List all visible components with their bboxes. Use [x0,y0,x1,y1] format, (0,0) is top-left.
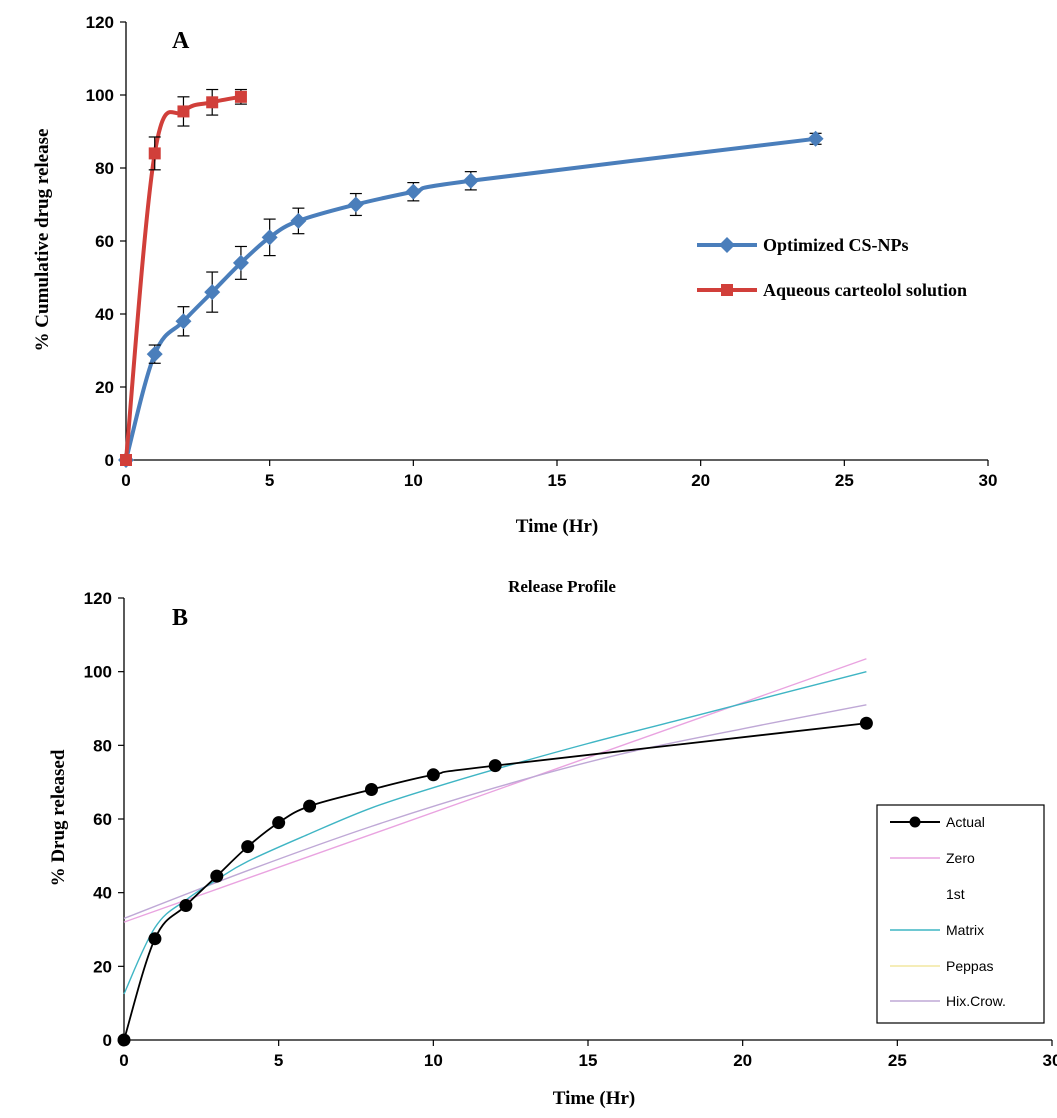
chart-a-y-tick-label: 0 [105,451,114,470]
chart-b-point [272,816,286,830]
chart-b-point [241,840,255,854]
chart-b-series-line-1 [123,658,867,923]
chart-a-point [290,212,307,229]
legend-b-marker-0 [909,816,921,828]
chart-b-point [148,932,162,946]
chart-b-point [117,1033,131,1047]
chart-b-series-line-5 [123,704,867,920]
chart-b-xlabel: Time (Hr) [553,1088,636,1109]
chart-a-xlabel: Time (Hr) [516,516,599,537]
chart-b-ylabel: % Drug released [48,749,69,886]
chart-b-y-tick-label: 60 [93,810,112,829]
chart-a-y-tick-label: 100 [86,86,114,105]
chart-a-y-tick-label: 40 [95,305,114,324]
chart-a-axes: 0 5 10 15 20 25 30 0 20 40 60 80 100 120 [86,13,998,490]
legend-b-label-0: Actual [946,814,985,830]
chart-b-series [117,658,873,1047]
chart-b-x-tick-label: 15 [579,1051,598,1070]
chart-a-point [206,96,219,109]
chart-b-x-tick-label: 5 [274,1051,283,1070]
chart-a-point [148,147,161,160]
legend-b-label-2: 1st [946,886,965,902]
chart-b-point [364,783,378,797]
legend-b-label-1: Zero [946,850,975,866]
chart-a-point [261,229,278,246]
chart-b-x-tick-label: 10 [424,1051,443,1070]
chart-a-legend: Optimized CS-NPs Aqueous carteolol solut… [697,235,967,300]
chart-a-point [232,254,249,271]
chart-b-y-tick-label: 40 [93,884,112,903]
chart-b-title: Release Profile [508,577,616,596]
chart-a-point [120,454,132,466]
legend-a-marker-0 [719,237,735,253]
chart-b-y-tick-label: 20 [93,957,112,976]
legend-a-label-1: Aqueous carteolol solution [763,280,967,300]
chart-b-x-tick-label: 30 [1043,1051,1057,1070]
chart-b-axes: 0 5 10 15 20 25 30 0 20 40 60 80 100 120 [84,589,1057,1070]
chart-b-point [859,716,873,730]
chart-b-series-line-3 [123,670,867,995]
legend-a-marker-1 [721,284,733,296]
chart-a-point [146,346,163,363]
chart-a-point [807,130,824,147]
chart-a-x-tick-label: 25 [835,471,854,490]
chart-b-x-tick-label: 25 [888,1051,907,1070]
chart-b-y-tick-label: 0 [103,1031,112,1050]
chart-b-point [426,768,440,782]
panel-b-label: B [172,605,188,631]
chart-b-x-tick-label: 20 [733,1051,752,1070]
chart-b-series-line-0 [123,722,867,1041]
legend-a-label-0: Optimized CS-NPs [763,235,909,255]
chart-a-point [175,313,192,330]
panel-a-label: A [172,28,190,54]
chart-b-x-tick-label: 0 [119,1051,128,1070]
chart-a-x-tick-label: 5 [265,471,274,490]
chart-a-ylabel: % Cumulative drug release [32,129,53,352]
chart-b-y-tick-label: 80 [93,736,112,755]
chart-a-y-tick-label: 20 [95,378,114,397]
chart-b-point [210,869,224,883]
chart-b-y-tick-label: 120 [84,589,112,608]
chart-a-x-tick-label: 10 [404,471,423,490]
chart-a-point [347,196,364,213]
chart-b: B Release Profile 0 5 10 15 20 25 30 0 20 40 60 80 1… [48,577,1057,1109]
chart-b-legend: Actual Zero 1st Matrix Peppas Hix.Crow. [876,804,1045,1024]
chart-a-point [462,172,479,189]
legend-b-label-5: Hix.Crow. [946,993,1006,1009]
chart-b-point [303,799,317,813]
chart-a-point [204,284,221,301]
chart-a-point [177,105,190,118]
chart-a-point [405,183,422,200]
chart-a-x-tick-label: 20 [691,471,710,490]
legend-b-label-3: Matrix [946,922,984,938]
chart-b-point [488,759,502,773]
chart-a-x-tick-label: 30 [979,471,998,490]
chart-a-y-tick-label: 60 [95,232,114,251]
chart-a-series [118,88,824,468]
chart-a-y-tick-label: 80 [95,159,114,178]
chart-b-y-tick-label: 100 [84,663,112,682]
chart-a-y-tick-label: 120 [86,13,114,32]
legend-b-label-4: Peppas [946,958,993,974]
chart-a-x-tick-label: 15 [548,471,567,490]
legend-b-box [876,804,1045,1024]
chart-a-x-tick-label: 0 [121,471,130,490]
chart-b-point [179,899,193,913]
chart-a-point [234,90,247,103]
